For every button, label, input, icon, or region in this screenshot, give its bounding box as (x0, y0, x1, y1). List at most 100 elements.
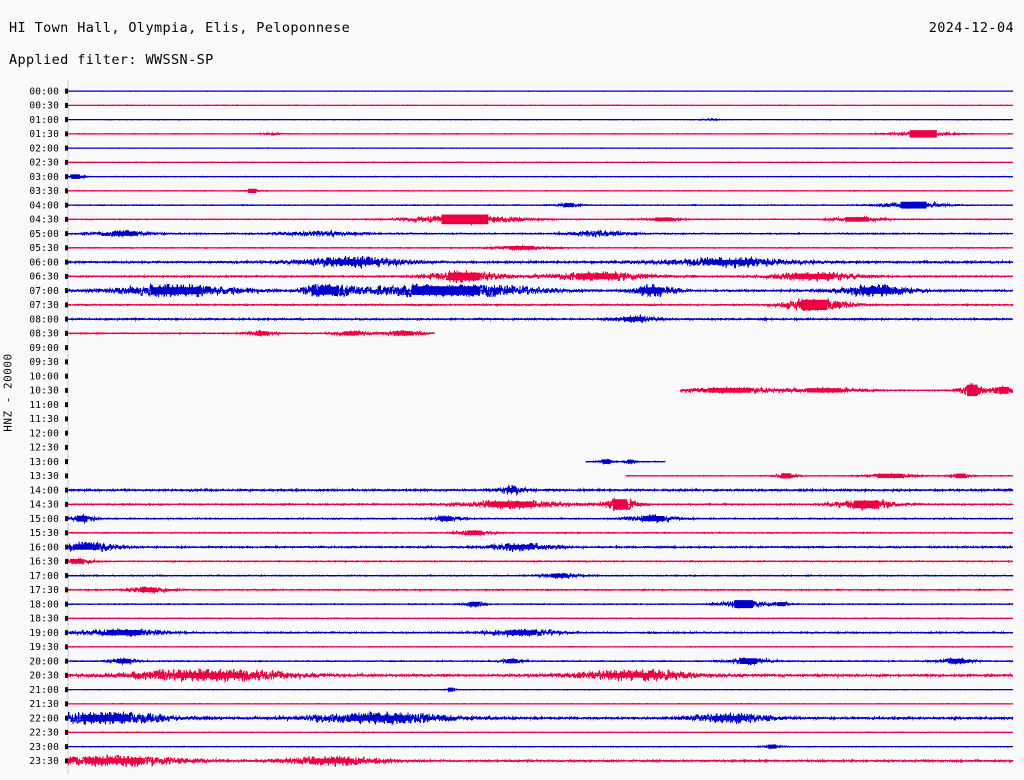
event-burst (248, 188, 257, 194)
event-burst (77, 515, 88, 522)
event-burst (614, 499, 628, 510)
event-burst (311, 758, 354, 764)
axis-tick (65, 715, 68, 721)
event-burst (448, 687, 454, 692)
event-burst (901, 201, 927, 209)
event-burst (151, 287, 203, 295)
time-tick-label: 18:00 (29, 599, 59, 610)
applied-filter-label: Applied filter: WWSSN-SP (9, 52, 214, 68)
axis-tick (65, 615, 68, 621)
event-burst (107, 630, 142, 636)
event-burst (739, 658, 757, 664)
event-burst (411, 286, 481, 295)
axis-tick (65, 530, 68, 536)
time-tick-label: 21:30 (29, 699, 59, 710)
axis-tick (65, 245, 68, 251)
event-burst (507, 488, 518, 493)
event-burst (795, 273, 834, 279)
event-burst (654, 217, 672, 222)
time-tick-label: 00:30 (29, 101, 59, 112)
time-tick-label: 14:30 (29, 500, 59, 511)
axis-tick (65, 587, 68, 593)
event-burst (967, 384, 978, 397)
event-burst (508, 246, 535, 250)
axis-tick (65, 601, 68, 607)
time-tick-label: 01:30 (29, 129, 59, 140)
event-burst (626, 317, 644, 322)
axis-tick (65, 216, 68, 222)
event-burst (955, 473, 967, 479)
time-tick-label: 19:00 (29, 628, 59, 639)
axis-tick (65, 316, 68, 322)
event-burst (575, 273, 619, 280)
event-burst (703, 259, 756, 265)
event-burst (80, 714, 132, 722)
axis-tick (65, 630, 68, 636)
event-burst (255, 331, 269, 336)
time-tick-label: 05:00 (29, 229, 59, 240)
event-burst (469, 601, 480, 607)
axis-tick (65, 402, 68, 408)
time-tick-label: 04:30 (29, 215, 59, 226)
axis-tick (65, 459, 68, 465)
axis-tick (65, 88, 68, 94)
axis-tick (65, 259, 68, 265)
time-tick-label: 00:00 (29, 86, 59, 97)
time-tick-label: 03:00 (29, 172, 59, 183)
time-tick-label: 16:00 (29, 542, 59, 553)
axis-tick (65, 302, 68, 308)
axis-tick (65, 658, 68, 664)
event-burst (563, 203, 574, 208)
axis-tick (65, 159, 68, 165)
event-burst (490, 501, 534, 508)
axis-tick (65, 558, 68, 564)
axis-tick (65, 387, 68, 393)
time-tick-label: 07:00 (29, 286, 59, 297)
event-burst (948, 658, 964, 664)
event-burst (861, 287, 891, 294)
axis-tick (65, 174, 68, 180)
time-tick-label: 22:30 (29, 728, 59, 739)
event-burst (111, 231, 138, 236)
time-tick-label: 04:00 (29, 200, 59, 211)
event-burst (71, 559, 84, 564)
time-tick-label: 01:00 (29, 115, 59, 126)
event-burst (85, 758, 146, 764)
event-burst (909, 130, 937, 138)
event-burst (466, 530, 483, 536)
time-tick-label: 21:00 (29, 685, 59, 696)
event-burst (440, 516, 452, 521)
time-tick-label: 08:00 (29, 314, 59, 325)
time-tick-label: 15:00 (29, 514, 59, 525)
axis-tick (65, 231, 68, 237)
event-burst (441, 214, 489, 225)
event-burst (330, 259, 373, 265)
event-burst (507, 658, 518, 664)
axis-tick (65, 117, 68, 123)
axis-tick (65, 131, 68, 137)
event-burst (318, 286, 338, 295)
time-tick-label: 15:30 (29, 528, 59, 539)
event-burst (998, 386, 1009, 394)
time-tick-label: 09:30 (29, 357, 59, 368)
axis-tick (65, 573, 68, 579)
event-burst (175, 672, 244, 678)
axis-tick (65, 473, 68, 479)
event-burst (627, 459, 633, 464)
time-tick-label: 10:30 (29, 386, 59, 397)
event-burst (708, 388, 751, 393)
event-burst (450, 272, 480, 281)
event-burst (139, 587, 157, 593)
time-tick-label: 11:30 (29, 414, 59, 425)
axis-tick (65, 188, 68, 194)
axis-tick (65, 373, 68, 379)
axis-tick (65, 687, 68, 693)
event-burst (712, 715, 747, 721)
event-burst (801, 299, 828, 311)
axis-tick (65, 288, 68, 294)
time-tick-label: 06:00 (29, 257, 59, 268)
axis-tick (65, 273, 68, 279)
event-burst (877, 473, 903, 479)
page-title: HI Town Hall, Olympia, Elis, Peloponnese (9, 20, 351, 36)
